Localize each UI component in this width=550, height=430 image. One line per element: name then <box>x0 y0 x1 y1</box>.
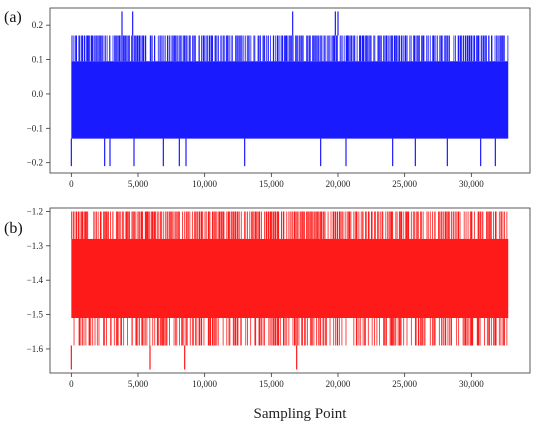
panel-b-y-tick-label: −1.2 <box>27 206 43 216</box>
panel-b-x-tick-label: 0 <box>69 379 74 389</box>
panel-b-x-tick-label: 10,000 <box>192 379 217 389</box>
panel-a-x-tick-label: 10,000 <box>192 179 217 189</box>
panel-a-x-tick-label: 25,000 <box>392 179 417 189</box>
panel-b-y-tick-label: −1.6 <box>27 344 44 354</box>
panel-a-x-axis: 0 5,000 10,000 15,000 20,000 25,000 30,000 <box>69 173 484 189</box>
panel-a-signal-band <box>71 61 509 139</box>
panel-b-y-tick-label: −1.4 <box>27 275 44 285</box>
panel-a-x-tick-label: 20,000 <box>326 179 351 189</box>
panel-a-y-tick-label: −0.1 <box>27 123 43 133</box>
panel-b: (b) −1.2 −1.3 −1.4 −1.5 −1.6 0 5,000 10,000 15,… <box>4 206 531 389</box>
panel-b-x-tick-label: 25,000 <box>392 379 417 389</box>
shared-x-axis-label: Sampling Point <box>254 406 348 422</box>
panel-a: (a) 0.2 0.1 0.0 −0.1 −0.2 0 5,000 10,000 15,000… <box>4 7 531 189</box>
panel-a-y-tick-label: 0.1 <box>32 55 43 65</box>
panel-a-axes-frame <box>49 7 531 174</box>
panel-b-label: (b) <box>4 220 23 237</box>
panel-a-y-tick-label: 0.0 <box>32 89 44 99</box>
panel-a-y-tick-label: −0.2 <box>27 158 43 168</box>
panel-b-x-tick-label: 20,000 <box>326 379 351 389</box>
panel-b-y-axis: −1.2 −1.3 −1.4 −1.5 −1.6 <box>27 206 50 354</box>
panel-b-axes-frame <box>49 207 531 374</box>
panel-a-x-tick-label: 30,000 <box>459 179 484 189</box>
panel-a-y-axis: 0.2 0.1 0.0 −0.1 −0.2 <box>27 20 50 168</box>
panel-a-x-tick-label: 5,000 <box>128 179 149 189</box>
panel-b-signal-trace <box>71 211 508 346</box>
panel-b-x-tick-label: 5,000 <box>128 379 149 389</box>
panel-b-y-tick-label: −1.3 <box>27 241 44 251</box>
panel-b-y-tick-label: −1.5 <box>27 310 44 320</box>
panel-b-plot-area <box>70 211 509 370</box>
panel-b-x-tick-label: 15,000 <box>259 379 284 389</box>
panel-a-label: (a) <box>4 9 22 26</box>
panel-b-signal-band <box>71 238 509 318</box>
panel-b-x-tick-label: 30,000 <box>459 379 484 389</box>
panel-a-signal-trace <box>71 35 509 62</box>
panel-a-x-tick-label: 15,000 <box>259 179 284 189</box>
panel-a-y-tick-label: 0.2 <box>32 20 43 30</box>
panel-b-x-axis: 0 5,000 10,000 15,000 20,000 25,000 30,000 <box>69 373 484 389</box>
panel-a-plot-area <box>70 11 509 167</box>
panel-a-x-tick-label: 0 <box>69 179 74 189</box>
